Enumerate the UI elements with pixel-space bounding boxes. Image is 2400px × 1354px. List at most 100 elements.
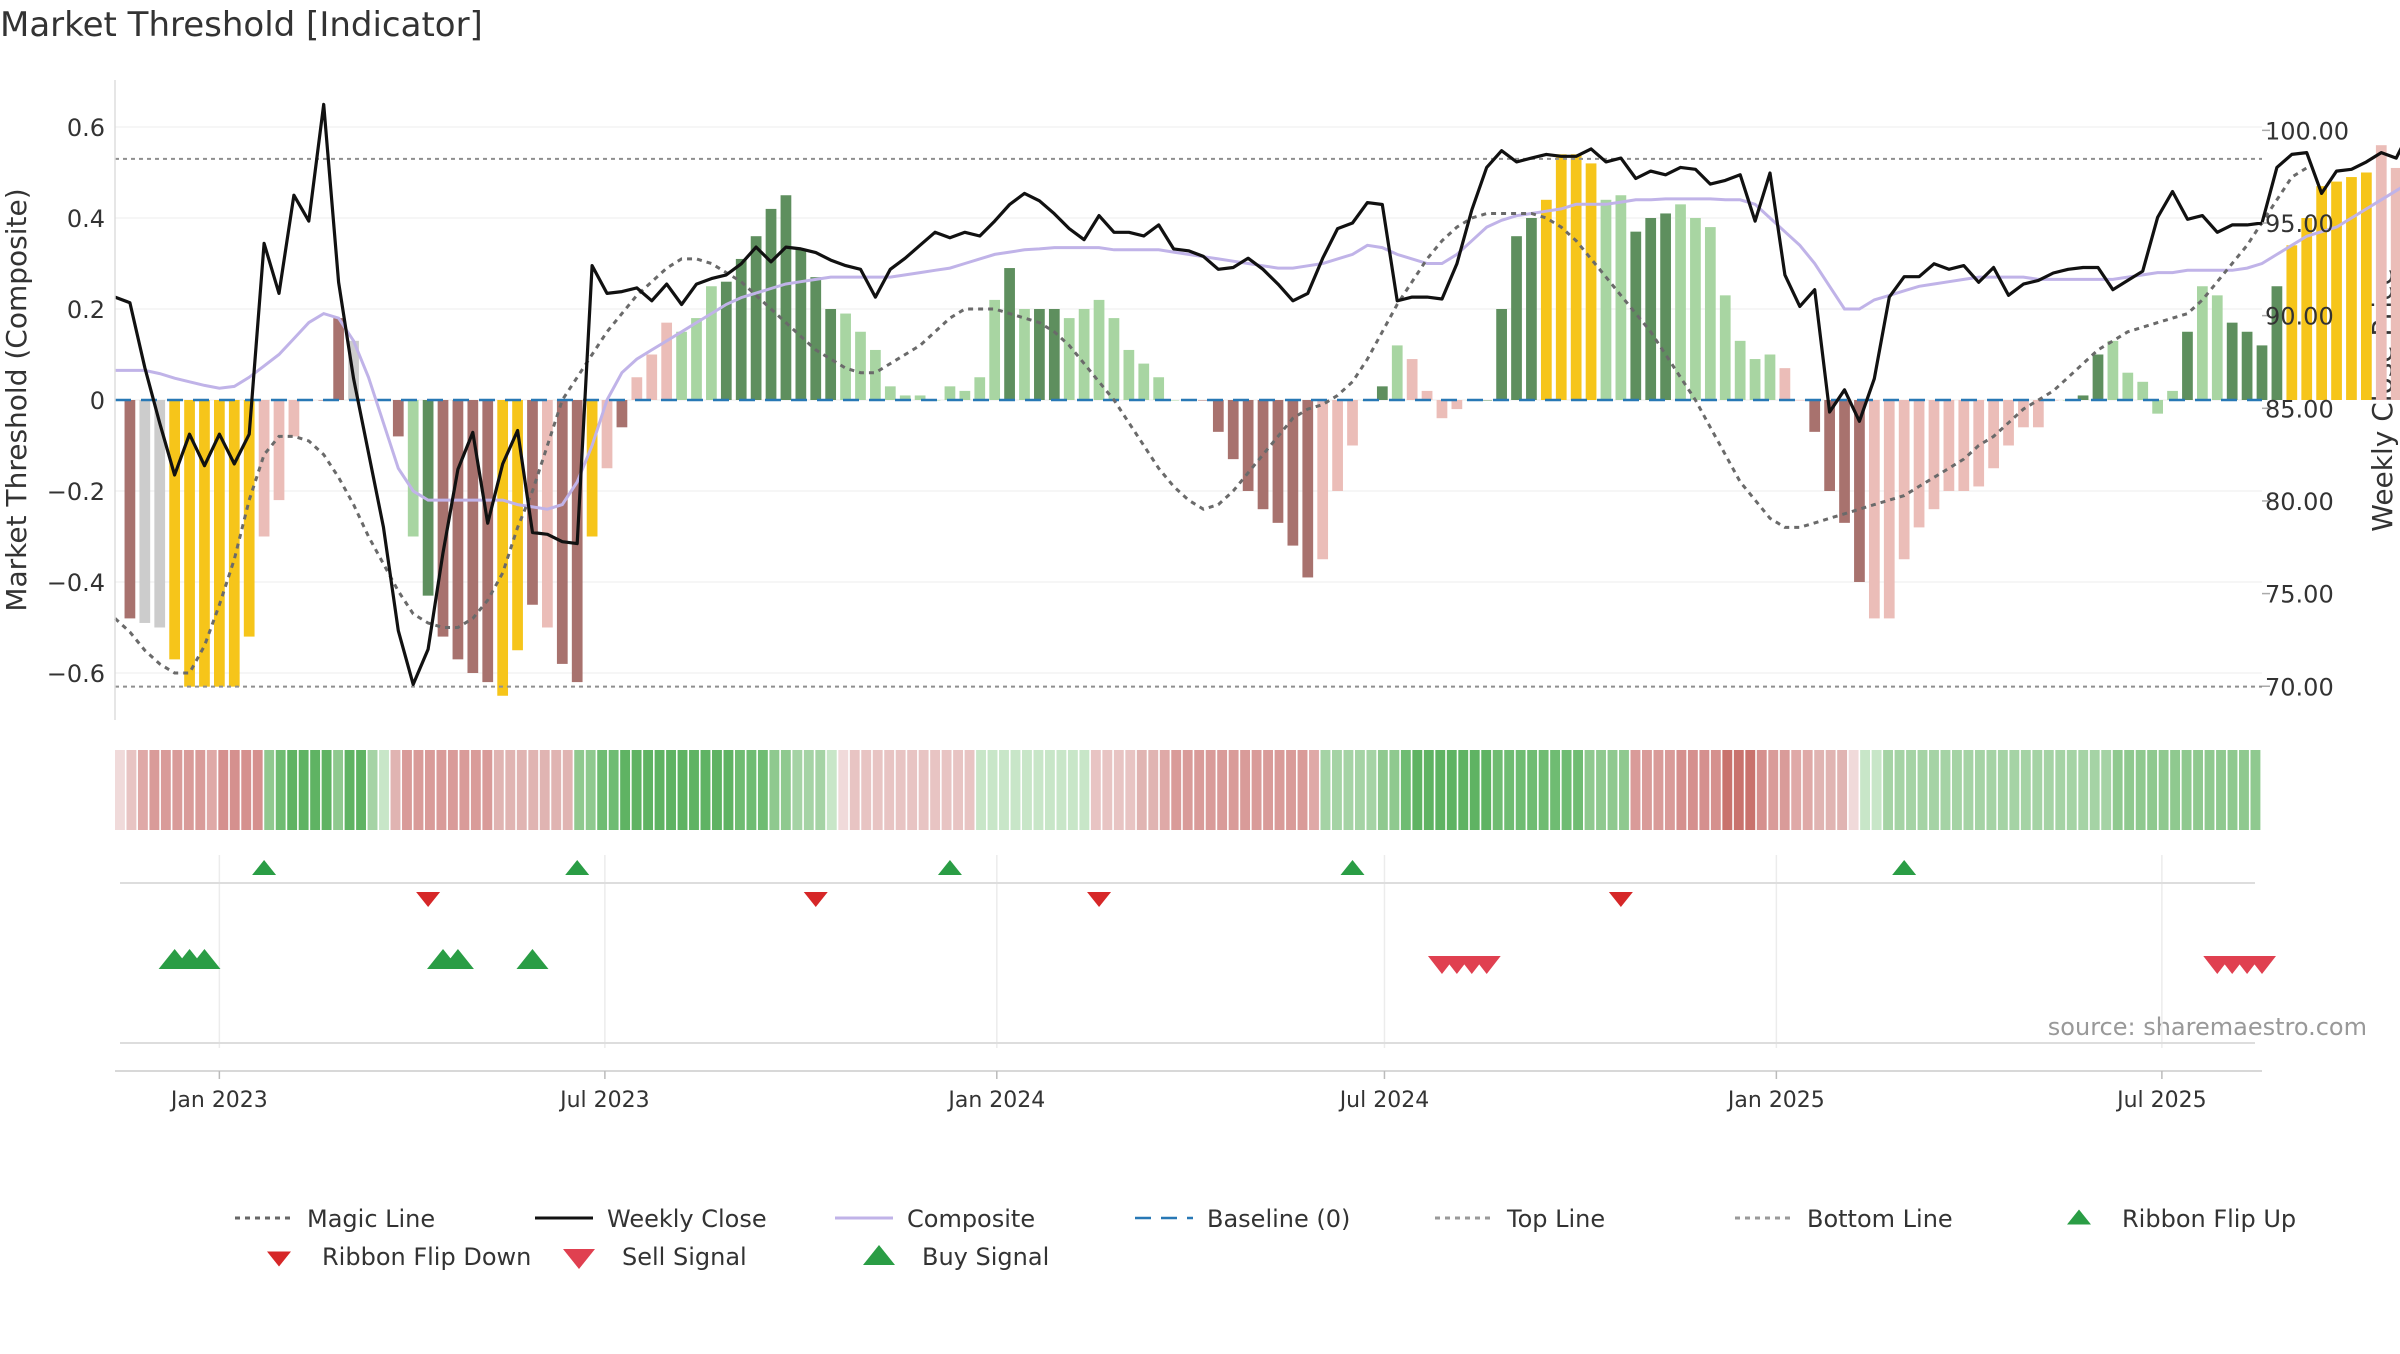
composite-bar [437, 400, 449, 637]
ribbon-cell [608, 750, 619, 830]
composite-bar [199, 400, 210, 687]
composite-bar [780, 195, 792, 400]
composite-bar [124, 400, 136, 619]
composite-bar [556, 400, 568, 664]
composite-bar [2256, 345, 2268, 400]
composite-bar [288, 400, 300, 437]
left-tick-label: 0.6 [67, 114, 105, 142]
composite-bar [2018, 400, 2029, 428]
composite-bar [1406, 359, 1418, 400]
ribbon-cell [1056, 750, 1067, 830]
composite-line [115, 186, 2400, 511]
ribbon-cell [229, 750, 240, 830]
ribbon-cell [1952, 750, 1962, 830]
ribbon-cell [895, 750, 906, 830]
ribbon-cell [1033, 750, 1044, 830]
legend-triangle-down-swatch [267, 1251, 291, 1267]
x-tick-label: Jul 2023 [558, 1088, 650, 1113]
ribbon-cell [1412, 750, 1423, 830]
ribbon-cell [1469, 750, 1480, 830]
ribbon-flip-up-marker [252, 860, 277, 875]
legend-label: Ribbon Flip Up [2122, 1205, 2296, 1233]
ribbon-cell [1182, 750, 1193, 830]
ribbon-cell [1435, 750, 1446, 830]
composite-bar [1883, 400, 1895, 619]
ribbon-cell [1825, 750, 1836, 830]
composite-bar [1004, 268, 1015, 400]
ribbon-cell [1676, 750, 1687, 830]
ribbon-cell [275, 750, 286, 830]
ribbon-cell [206, 750, 217, 830]
ribbon-cell [1997, 750, 2008, 830]
ribbon-cell [505, 750, 516, 830]
legend-label: Magic Line [307, 1205, 435, 1233]
composite-bar [601, 400, 613, 469]
ribbon-cell [1309, 750, 1319, 830]
composite-bar [497, 400, 509, 696]
composite-bar [765, 208, 777, 400]
composite-bar [243, 400, 255, 637]
composite-bar [467, 400, 479, 673]
source-note: source: sharemaestro.com [2048, 1013, 2367, 1041]
right-tick-label: 75.00 [2265, 581, 2334, 609]
ribbon-cell [2239, 750, 2249, 830]
composite-bar [1257, 400, 1269, 510]
composite-bar [1600, 199, 1612, 400]
ribbon-cell [1044, 750, 1055, 830]
ribbon-cell [1423, 750, 1434, 830]
right-tick-label: 85.00 [2265, 395, 2334, 423]
composite-bar [810, 277, 822, 400]
composite-bar [855, 331, 866, 400]
composite-bar [884, 386, 896, 400]
ribbon-cell [1814, 750, 1825, 830]
composite-bar [2122, 372, 2134, 400]
legend-item: Top Line [1435, 1205, 1605, 1233]
ribbon-cell [757, 750, 768, 830]
composite-bar [2077, 395, 2089, 400]
composite-bar [944, 386, 956, 400]
right-tick-label: 70.00 [2265, 673, 2334, 701]
ribbon-cell [1366, 750, 1377, 830]
x-tick-label: Jan 2024 [946, 1088, 1045, 1113]
composite-bar [214, 400, 225, 687]
legend-item: Composite [835, 1205, 1035, 1233]
composite-bar [2331, 181, 2342, 400]
ribbon-cell [734, 750, 745, 830]
ribbon-cell [1022, 750, 1032, 830]
ribbon-cell [1596, 750, 1606, 830]
ribbon-cell [1515, 750, 1526, 830]
ribbon-flip-down-marker [1608, 892, 1633, 907]
composite-bar [1108, 318, 1120, 400]
composite-bar [1391, 345, 1403, 400]
ribbon-cell [539, 750, 550, 830]
ribbon-cell [1263, 750, 1274, 830]
ribbon-cell [964, 750, 975, 830]
composite-bar [2092, 354, 2104, 400]
composite-bar [1168, 400, 1179, 401]
legend-item: Buy Signal [863, 1243, 1049, 1271]
ribbon-cell [402, 750, 412, 830]
composite-bar [1019, 309, 1030, 400]
sell-signal-marker [2248, 956, 2276, 974]
composite-bar [750, 236, 762, 400]
ribbon-cell [1687, 750, 1698, 830]
ribbon-cell [310, 750, 321, 830]
ribbon-cell [1929, 750, 1939, 830]
composite-bar [1526, 218, 1537, 400]
ribbon-cell [780, 750, 791, 830]
ribbon-cell [333, 750, 344, 830]
ribbon-cell [976, 750, 986, 830]
ribbon-cell [1090, 750, 1101, 830]
composite-bar [1585, 163, 1597, 400]
composite-bar [914, 395, 926, 400]
left-tick-label: 0.4 [67, 205, 105, 233]
ribbon-cell [1871, 750, 1882, 830]
composite-bar [258, 400, 270, 537]
ribbon-cell [1251, 750, 1262, 830]
ribbon-cell [2193, 750, 2203, 830]
ribbon-cell [1527, 750, 1538, 830]
composite-bar [870, 349, 881, 400]
composite-bar [1630, 231, 1642, 400]
composite-bar [676, 331, 687, 400]
